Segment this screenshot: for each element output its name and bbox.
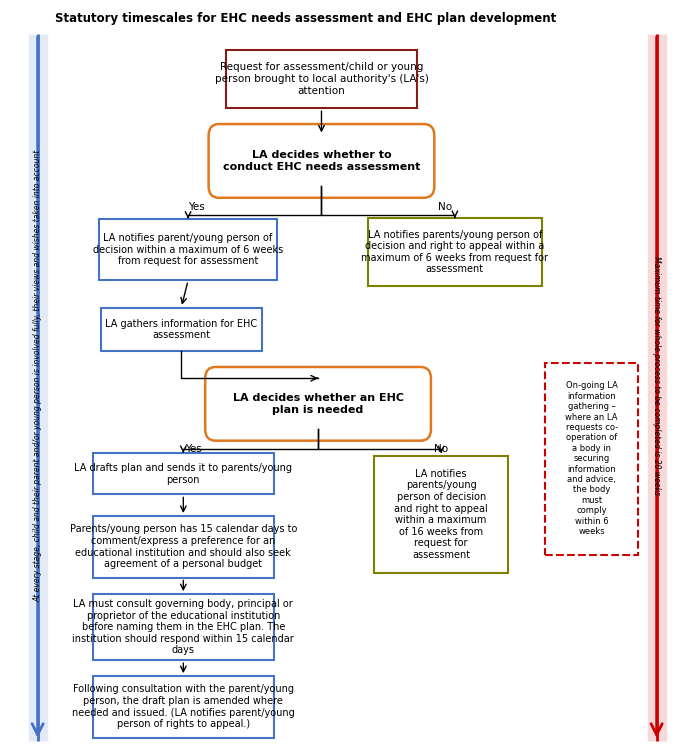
FancyBboxPatch shape [93,453,274,495]
Text: LA notifies parents/young person of
decision and right to appeal within a
maximu: LA notifies parents/young person of deci… [361,229,549,274]
Text: Statutory timescales for EHC needs assessment and EHC plan development: Statutory timescales for EHC needs asses… [55,12,556,26]
FancyBboxPatch shape [93,676,274,738]
FancyBboxPatch shape [99,219,277,280]
Text: LA drafts plan and sends it to parents/young
person: LA drafts plan and sends it to parents/y… [75,463,292,484]
Text: No: No [438,202,452,211]
Text: LA notifies
parents/young
person of decision
and right to appeal
within a maximu: LA notifies parents/young person of deci… [394,468,488,560]
Text: Maximum time for whole process to be completed is 20 weeks: Maximum time for whole process to be com… [652,256,661,496]
Text: LA decides whether to
conduct EHC needs assessment: LA decides whether to conduct EHC needs … [223,150,420,171]
FancyBboxPatch shape [93,516,274,578]
Text: LA notifies parent/young person of
decision within a maximum of 6 weeks
from req: LA notifies parent/young person of decis… [93,233,283,266]
Text: Yes: Yes [185,444,202,454]
Text: At every stage, child and their parent and/or young person is involved fully, th: At every stage, child and their parent a… [33,150,42,602]
Text: On-going LA
information
gathering –
where an LA
requests co-
operation of
a body: On-going LA information gathering – wher… [566,381,618,536]
Text: LA gathers information for EHC
assessment: LA gathers information for EHC assessmen… [105,319,257,340]
FancyBboxPatch shape [368,218,542,286]
FancyBboxPatch shape [205,367,431,441]
Text: LA decides whether an EHC
plan is needed: LA decides whether an EHC plan is needed [233,393,404,414]
Text: LA must consult governing body, principal or
proprietor of the educational insti: LA must consult governing body, principa… [73,599,294,655]
FancyBboxPatch shape [375,456,508,573]
Text: Following consultation with the parent/young
person, the draft plan is amended w: Following consultation with the parent/y… [72,684,295,729]
FancyBboxPatch shape [101,308,261,351]
FancyBboxPatch shape [226,50,417,108]
FancyBboxPatch shape [546,362,637,555]
FancyBboxPatch shape [209,124,434,198]
Text: No: No [434,444,449,454]
Text: Request for assessment/child or young
person brought to local authority's (LA's): Request for assessment/child or young pe… [215,62,428,96]
FancyBboxPatch shape [93,594,274,660]
Text: Parents/young person has 15 calendar days to
comment/express a preference for an: Parents/young person has 15 calendar day… [70,524,297,569]
Text: Yes: Yes [189,202,205,211]
